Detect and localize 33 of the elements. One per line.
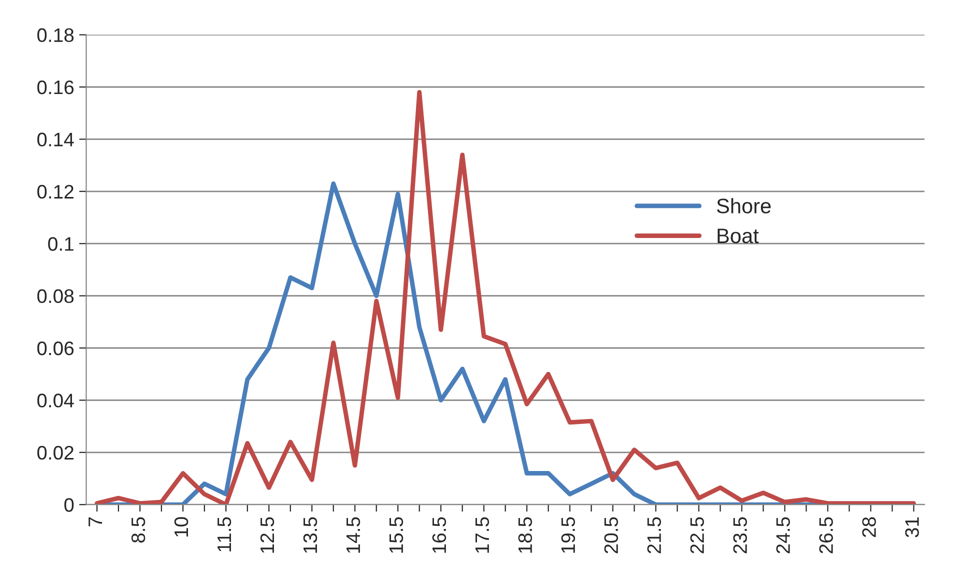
- x-tick-label: 28: [862, 517, 876, 538]
- y-tick-label: 0.14: [37, 132, 74, 146]
- x-tick-label: 11.5: [218, 517, 232, 552]
- x-tick-label: 8.5: [131, 517, 146, 543]
- y-tick-label: 0: [64, 498, 74, 512]
- y-tick-label: 0.08: [37, 289, 74, 304]
- y-tick-label: 0.1: [48, 237, 74, 251]
- y-tick-label: 0.12: [37, 184, 74, 199]
- x-tick-label: 20.5: [604, 517, 618, 554]
- x-tick-label: 19.5: [561, 517, 576, 553]
- x-tick-label: 23.5: [733, 517, 747, 554]
- y-tick-label: 0.18: [37, 28, 74, 42]
- x-tick-label: 31: [905, 517, 919, 538]
- x-tick-label: 21.5: [647, 517, 662, 554]
- legend-label: Boat: [718, 228, 759, 244]
- x-tick-label: 13.5: [303, 517, 318, 553]
- x-tick-label: 26.5: [819, 517, 833, 554]
- legend-label: Shore: [716, 198, 771, 214]
- x-tick-label: 18.5: [518, 517, 532, 553]
- x-tick-label: 22.5: [690, 517, 704, 554]
- x-tick-label: 14.5: [346, 517, 360, 553]
- x-tick-label: 12.5: [260, 517, 274, 553]
- y-tick-label: 0.06: [37, 341, 74, 356]
- x-tick-label: 16.5: [432, 517, 446, 553]
- x-tick-label: 15.5: [390, 517, 404, 553]
- x-tick-label: 10: [174, 517, 188, 537]
- y-tick-label: 0.16: [37, 80, 74, 94]
- x-tick-label: 24.5: [776, 517, 790, 554]
- line-series: [94, 90, 916, 505]
- y-tick-label: 0.02: [37, 446, 74, 460]
- x-tick-label: 7: [88, 517, 102, 526]
- y-tick-label: 0.04: [37, 394, 74, 408]
- x-tick-label: 17.5: [476, 517, 490, 553]
